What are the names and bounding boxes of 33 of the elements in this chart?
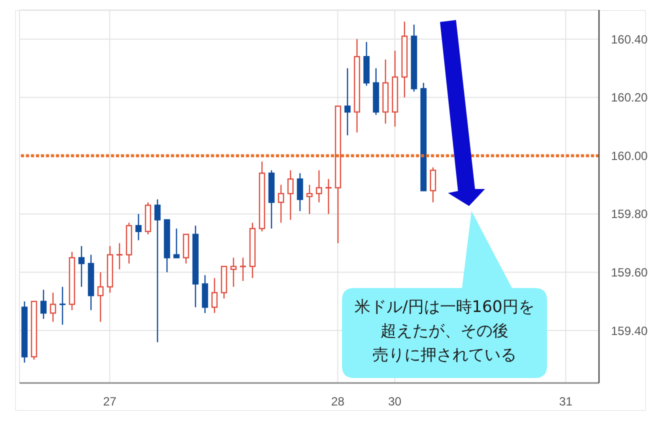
candlestick bbox=[50, 292, 56, 322]
candlestick bbox=[116, 242, 124, 270]
x-tick-label: 28 bbox=[331, 394, 345, 409]
candlestick bbox=[135, 213, 142, 241]
candlestick bbox=[58, 286, 66, 326]
candlestick bbox=[278, 184, 284, 224]
candlestick bbox=[211, 277, 218, 314]
candlestick bbox=[296, 172, 304, 212]
candlestick bbox=[287, 170, 294, 220]
y-tick-label: 159.40 bbox=[611, 324, 648, 338]
candlestick bbox=[239, 257, 247, 282]
y-tick-label: 160.00 bbox=[611, 148, 648, 163]
y-tick-label: 159.60 bbox=[611, 266, 648, 280]
candlestick bbox=[430, 166, 436, 203]
candlestick bbox=[78, 245, 85, 288]
y-tick-label: 160.20 bbox=[611, 90, 648, 105]
candlestick bbox=[306, 184, 313, 215]
candlestick bbox=[97, 272, 104, 322]
y-tick-label: 159.80 bbox=[611, 207, 648, 222]
y-tick-label: 160.40 bbox=[611, 32, 648, 46]
x-tick-label: 30 bbox=[388, 394, 402, 409]
candlestick bbox=[344, 68, 351, 136]
candlestick bbox=[40, 289, 47, 320]
annotation: 米ドル/円は一時160円を超えたが、その後売りに押されている bbox=[354, 296, 534, 364]
candlestick bbox=[202, 274, 208, 314]
candlestick bbox=[230, 257, 237, 288]
candlestick bbox=[173, 228, 180, 258]
candlestick bbox=[316, 170, 322, 203]
x-tick-label: 31 bbox=[559, 394, 573, 409]
candlestick bbox=[324, 178, 332, 215]
x-tick-label: 27 bbox=[103, 394, 117, 409]
candlestick bbox=[182, 234, 190, 264]
candlestick bbox=[154, 198, 161, 343]
